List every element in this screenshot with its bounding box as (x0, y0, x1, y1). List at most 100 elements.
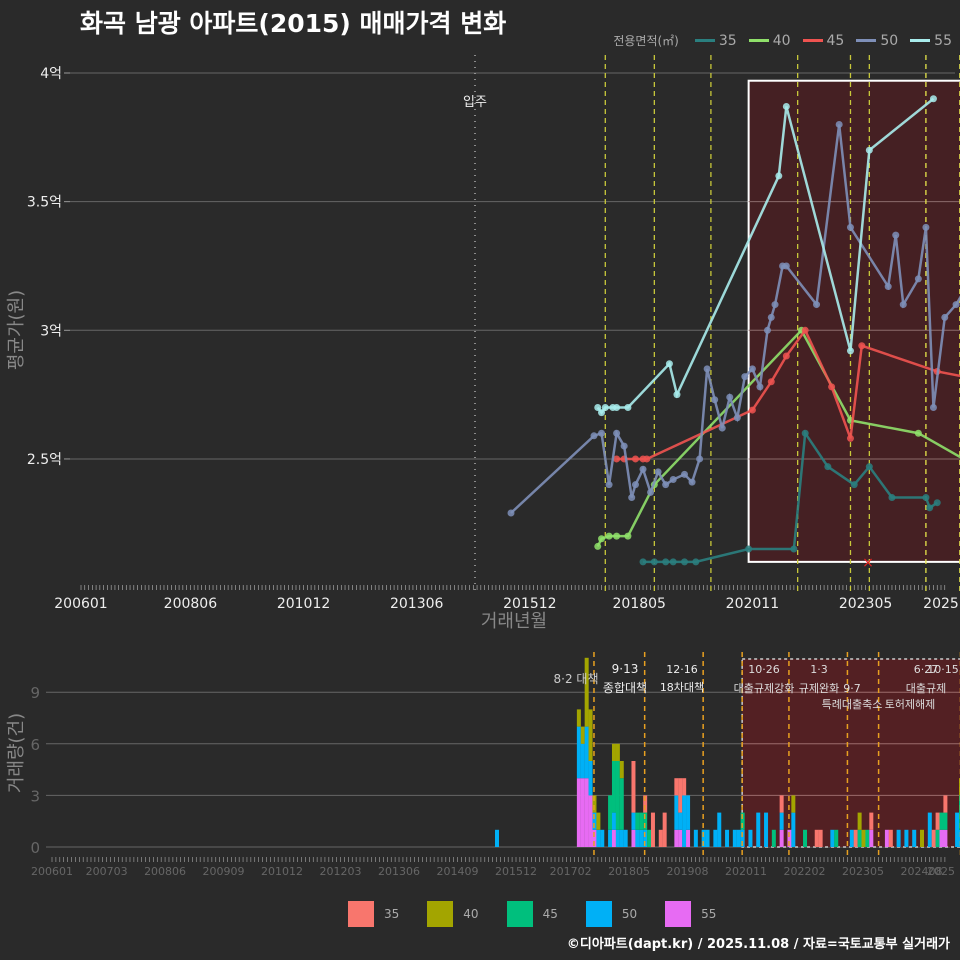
bar-segment-40 (589, 709, 593, 761)
data-point-55 (847, 347, 854, 354)
bar-segment-40 (585, 658, 589, 727)
bar-segment-50 (764, 813, 768, 847)
data-point-55 (866, 147, 873, 154)
bar-segment-55 (589, 795, 593, 847)
bar-y-axis-label: 거래량(건) (6, 713, 27, 793)
y-tick-label: 3.5억 (27, 195, 62, 211)
data-point-45 (802, 327, 809, 334)
data-point-50 (719, 425, 726, 432)
data-point-35 (640, 558, 647, 565)
bar-segment-55 (940, 830, 944, 847)
data-point-45 (632, 455, 639, 462)
data-point-50 (922, 224, 929, 231)
move-in-label: 입주 (463, 95, 487, 110)
bar-segment-45 (858, 830, 862, 847)
legend-box-55 (665, 901, 691, 927)
bar-segment-35 (943, 795, 947, 812)
bar-segment-45 (608, 795, 612, 829)
data-point-50 (696, 455, 703, 462)
bar-x-tick-label: 201512 (495, 865, 537, 878)
data-point-50 (606, 481, 613, 488)
data-point-50 (613, 430, 620, 437)
policy-label: 종합대책 (603, 680, 647, 695)
bar-segment-55 (686, 830, 690, 847)
bar-segment-50 (756, 813, 760, 847)
data-point-35 (926, 504, 933, 511)
bar-segment-35 (854, 830, 858, 847)
bar-segment-35 (631, 761, 635, 813)
bar-segment-40 (612, 744, 616, 761)
bar-x-tick-label: 200909 (203, 865, 245, 878)
bar-segment-45 (936, 830, 940, 847)
data-point-50 (670, 476, 677, 483)
data-point-55 (602, 404, 609, 411)
data-point-40 (915, 430, 922, 437)
data-point-45 (828, 383, 835, 390)
bar-segment-45 (612, 761, 616, 813)
data-point-50 (953, 301, 960, 308)
x-tick-label: 202011 (726, 596, 779, 612)
data-point-35 (866, 463, 873, 470)
policy-date-label: 1·3 (810, 663, 828, 676)
bar-segment-55 (869, 830, 873, 847)
data-point-50 (508, 509, 515, 516)
y-tick-label: 3억 (40, 323, 62, 339)
bar-x-tick-label: 201012 (261, 865, 303, 878)
policy-date-label: 10·15 (927, 663, 959, 676)
bar-segment-45 (940, 813, 944, 830)
policy-label: 18차대책 (660, 681, 704, 694)
data-point-45 (858, 342, 865, 349)
bar-segment-55 (585, 778, 589, 847)
bar-segment-35 (663, 813, 667, 847)
bar-segment-55 (581, 778, 585, 847)
bar-segment-35 (651, 813, 655, 847)
bar-segment-35 (659, 830, 663, 847)
bar-segment-50 (631, 813, 635, 830)
data-point-55 (666, 360, 673, 367)
bar-segment-45 (620, 778, 624, 830)
data-point-50 (711, 396, 718, 403)
legend-box-50 (586, 901, 612, 927)
x-tick-label: 202305 (839, 596, 892, 612)
policy-label: 8·2 대책 (554, 671, 599, 686)
bar-segment-50 (897, 830, 901, 847)
data-point-55 (930, 95, 937, 102)
bar-segment-50 (748, 830, 752, 847)
bar-segment-55 (577, 778, 581, 847)
policy-date-label: 9·13 (612, 662, 639, 676)
policy-label: 대출규제 (906, 682, 946, 695)
x-tick-label: 201306 (390, 596, 444, 612)
bar-segment-50 (955, 813, 959, 847)
policy-date-label: 12·16 (666, 663, 698, 676)
data-point-50 (632, 481, 639, 488)
bar-segment-50 (713, 830, 717, 847)
data-point-40 (624, 533, 631, 540)
data-point-50 (915, 275, 922, 282)
data-point-40 (606, 533, 613, 540)
bar-segment-50 (725, 830, 729, 847)
data-point-35 (888, 494, 895, 501)
bar-segment-50 (581, 744, 585, 778)
bar-segment-35 (869, 813, 873, 830)
bar-x-tick-label: 202011 (725, 865, 767, 878)
bar-segment-40 (616, 744, 620, 761)
data-point-50 (621, 443, 628, 450)
data-point-35 (651, 558, 658, 565)
bar-segment-35 (815, 830, 819, 847)
bar-segment-40 (596, 813, 600, 830)
bar-segment-45 (635, 813, 639, 830)
data-point-50 (930, 404, 937, 411)
data-point-35 (681, 558, 688, 565)
bar-segment-45 (772, 830, 776, 847)
bar-segment-55 (885, 830, 889, 847)
bar-segment-50 (495, 830, 499, 847)
data-point-45 (749, 407, 756, 414)
policy-label: 규제완화 (799, 682, 839, 695)
data-point-50 (655, 468, 662, 475)
bar-segment-40 (577, 709, 581, 726)
data-point-40 (613, 533, 620, 540)
data-point-50 (885, 283, 892, 290)
bar-segment-50 (639, 830, 643, 847)
data-point-50 (941, 314, 948, 321)
bar-segment-50 (600, 830, 604, 847)
